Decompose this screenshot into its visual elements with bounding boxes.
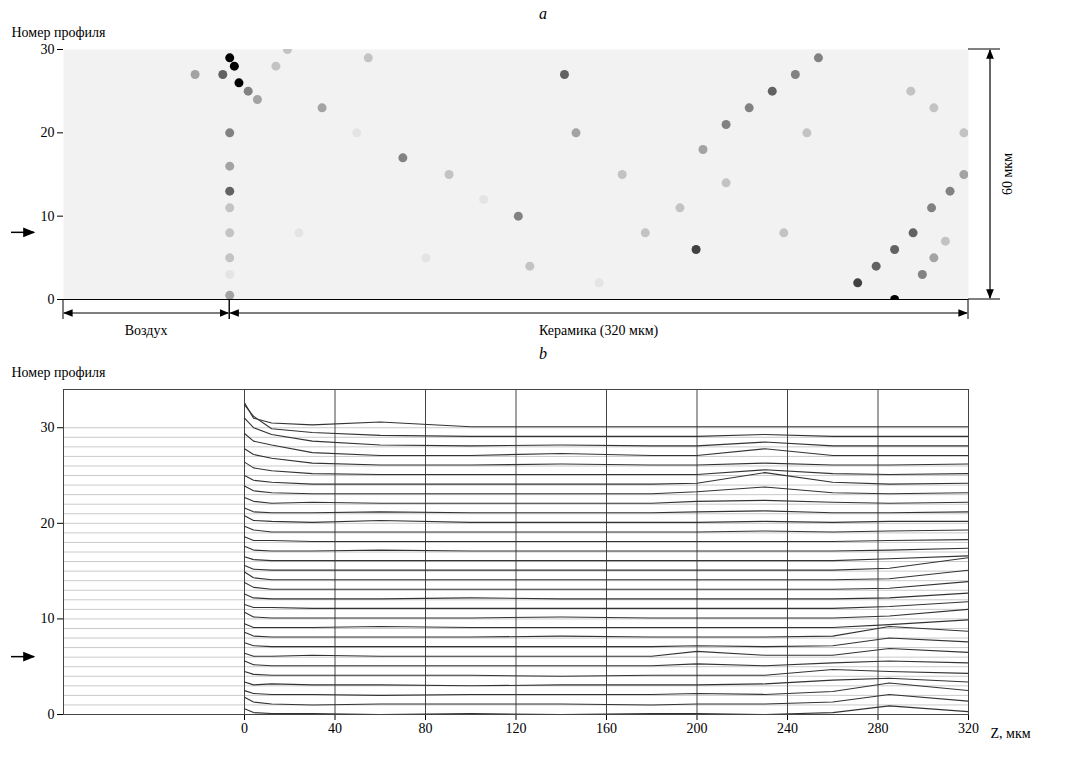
svg-text:80: 80 xyxy=(419,721,433,736)
svg-text:10: 10 xyxy=(41,209,55,224)
svg-text:30: 30 xyxy=(41,420,55,435)
svg-text:Номер профиля: Номер профиля xyxy=(12,25,106,40)
svg-text:120: 120 xyxy=(506,721,527,736)
html-text:b: b xyxy=(539,345,547,362)
svg-text:20: 20 xyxy=(41,125,55,140)
svg-text:20: 20 xyxy=(41,516,55,531)
svg-text:0: 0 xyxy=(48,707,55,722)
svg-text:Воздух: Воздух xyxy=(125,323,168,338)
svg-text:0: 0 xyxy=(48,292,55,307)
svg-text:30: 30 xyxy=(41,42,55,57)
html-text:a: a xyxy=(539,5,547,22)
svg-text:10: 10 xyxy=(41,611,55,626)
svg-text:280: 280 xyxy=(868,721,889,736)
svg-text:0: 0 xyxy=(241,721,248,736)
svg-text:60 мкм: 60 мкм xyxy=(1000,153,1015,195)
svg-text:Керамика (320 мкм): Керамика (320 мкм) xyxy=(539,323,659,339)
svg-text:200: 200 xyxy=(687,721,708,736)
svg-text:40: 40 xyxy=(328,721,342,736)
svg-text:Номер профиля: Номер профиля xyxy=(12,365,106,380)
svg-text:320: 320 xyxy=(958,721,979,736)
svg-text:240: 240 xyxy=(777,721,798,736)
svg-text:Z, мкм: Z, мкм xyxy=(991,726,1031,741)
svg-text:160: 160 xyxy=(596,721,617,736)
